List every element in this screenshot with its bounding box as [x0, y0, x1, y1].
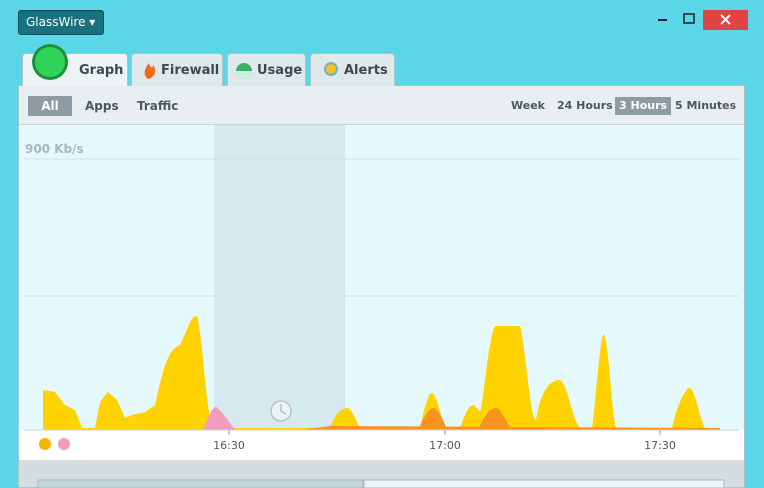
maximize-button[interactable]	[683, 13, 695, 24]
list-header	[363, 479, 725, 488]
range-button[interactable]: 24 Hours	[557, 99, 613, 112]
usage-icon-half	[236, 71, 252, 79]
filter-button[interactable]: Apps	[85, 99, 119, 113]
tab-label: Usage	[257, 63, 303, 78]
tab-label: Alerts	[344, 63, 388, 78]
tab-label: Firewall	[161, 63, 220, 78]
upload-legend	[58, 438, 70, 450]
firewall-icon	[144, 63, 156, 79]
graph-background	[19, 125, 744, 430]
range-button[interactable]: 5 Minutes	[675, 99, 737, 112]
time-axis	[19, 430, 744, 460]
range-button[interactable]: Week	[511, 99, 545, 112]
selection-shade	[214, 125, 345, 430]
download-area	[43, 316, 720, 430]
download-legend	[39, 438, 51, 450]
tab[interactable]: Usage	[227, 53, 306, 86]
time-label: 17:30	[644, 439, 676, 452]
graph-icon-inner	[35, 47, 65, 77]
time-label: 17:00	[429, 439, 461, 452]
list-header	[37, 479, 364, 488]
clock-hands	[280, 404, 287, 415]
tab-icons	[32, 44, 338, 80]
range-button[interactable]: 3 Hours	[615, 97, 672, 115]
minimize-button[interactable]	[658, 19, 667, 21]
window-controls	[658, 10, 748, 30]
tab-label: Graph	[79, 63, 124, 78]
alerts-icon	[324, 62, 338, 76]
app-menu[interactable]: GlassWire ▾	[18, 10, 104, 35]
filter-button[interactable]: All	[28, 96, 72, 116]
filter-button[interactable]: Traffic	[137, 99, 179, 113]
upload-area	[300, 408, 720, 430]
tab[interactable]: Alerts	[310, 53, 395, 86]
graph	[19, 125, 744, 488]
tab[interactable]: Firewall	[131, 53, 223, 86]
app-menu-label: GlassWire	[26, 15, 86, 29]
scale-label: 900 Kb/s	[25, 142, 84, 156]
upload-area-pink	[203, 407, 236, 430]
close-icon	[720, 14, 731, 25]
time-label: 16:30	[213, 439, 245, 452]
